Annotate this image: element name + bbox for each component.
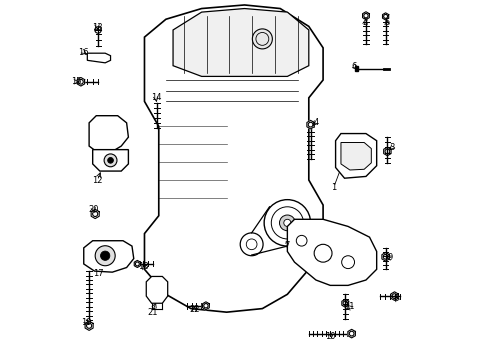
Circle shape — [264, 200, 310, 246]
Circle shape — [341, 256, 354, 269]
Polygon shape — [146, 276, 167, 303]
Polygon shape — [362, 12, 368, 19]
Text: 19: 19 — [81, 318, 92, 327]
Text: 6: 6 — [351, 62, 356, 71]
Polygon shape — [287, 219, 376, 285]
Polygon shape — [173, 9, 308, 76]
Polygon shape — [340, 143, 370, 170]
Text: 14: 14 — [150, 93, 161, 102]
Text: 5: 5 — [383, 18, 388, 27]
Polygon shape — [341, 299, 348, 307]
Circle shape — [240, 233, 263, 256]
Circle shape — [283, 219, 290, 226]
Text: 13: 13 — [92, 23, 102, 32]
Polygon shape — [134, 260, 140, 267]
Polygon shape — [382, 13, 388, 20]
Polygon shape — [390, 292, 397, 300]
Polygon shape — [306, 120, 314, 129]
Polygon shape — [91, 209, 99, 219]
Text: 15: 15 — [70, 77, 81, 86]
Polygon shape — [89, 116, 128, 152]
Polygon shape — [144, 5, 323, 312]
Polygon shape — [77, 77, 84, 86]
Text: 1: 1 — [330, 183, 336, 192]
Text: 20: 20 — [88, 205, 99, 214]
Circle shape — [101, 251, 110, 260]
Polygon shape — [381, 252, 388, 261]
Circle shape — [107, 157, 113, 163]
Circle shape — [252, 29, 272, 49]
Text: 10: 10 — [325, 332, 335, 341]
Text: 9: 9 — [387, 253, 392, 262]
Text: 3: 3 — [388, 143, 393, 152]
Polygon shape — [83, 241, 134, 272]
Circle shape — [313, 244, 331, 262]
Polygon shape — [335, 134, 376, 178]
Circle shape — [296, 235, 306, 246]
Text: 11: 11 — [344, 302, 354, 311]
Circle shape — [104, 154, 117, 167]
Polygon shape — [87, 53, 110, 63]
Polygon shape — [354, 66, 357, 71]
Polygon shape — [93, 150, 128, 171]
Text: 2: 2 — [362, 18, 367, 27]
Text: 8: 8 — [393, 294, 398, 303]
Polygon shape — [202, 302, 209, 310]
Polygon shape — [85, 321, 93, 330]
Polygon shape — [383, 147, 390, 156]
Text: 12: 12 — [92, 176, 102, 185]
Text: 21: 21 — [147, 308, 157, 317]
Text: 22: 22 — [189, 305, 199, 314]
Circle shape — [95, 246, 115, 266]
Circle shape — [279, 215, 295, 231]
Text: 7: 7 — [284, 240, 289, 249]
Text: 4: 4 — [313, 118, 318, 127]
Polygon shape — [347, 329, 355, 338]
Text: 18: 18 — [138, 262, 149, 271]
Text: 17: 17 — [93, 269, 104, 278]
Text: 16: 16 — [78, 48, 89, 57]
